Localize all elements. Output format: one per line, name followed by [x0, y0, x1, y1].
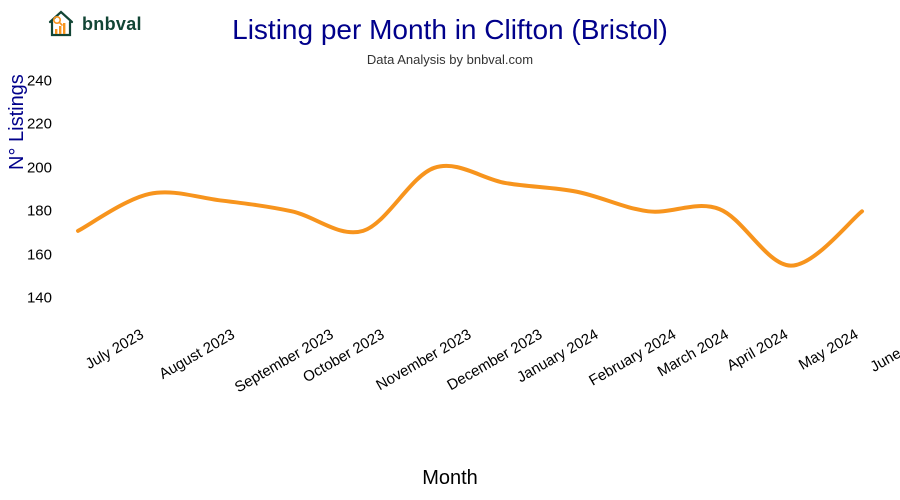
- x-tick: February 2024: [586, 326, 679, 390]
- y-tick: 180: [27, 203, 52, 220]
- chart-subtitle: Data Analysis by bnbval.com: [0, 52, 900, 67]
- x-axis-label: Month: [0, 467, 900, 490]
- line-chart-svg: [60, 70, 880, 320]
- y-tick: 220: [27, 116, 52, 133]
- x-tick: April 2024: [725, 326, 792, 374]
- y-tick: 240: [27, 72, 52, 89]
- y-axis-label: N° Listings: [6, 74, 29, 170]
- x-tick: June 2024: [867, 326, 900, 376]
- chart-title: Listing per Month in Clifton (Bristol): [0, 14, 900, 46]
- y-tick: 200: [27, 159, 52, 176]
- chart-plot-area: 140160180200220240July 2023August 2023Se…: [60, 70, 880, 320]
- y-tick: 160: [27, 246, 52, 263]
- data-line: [78, 166, 862, 266]
- x-tick: July 2023: [83, 326, 147, 373]
- x-tick: May 2024: [796, 326, 862, 374]
- y-tick: 140: [27, 290, 52, 307]
- x-tick: August 2023: [157, 326, 238, 383]
